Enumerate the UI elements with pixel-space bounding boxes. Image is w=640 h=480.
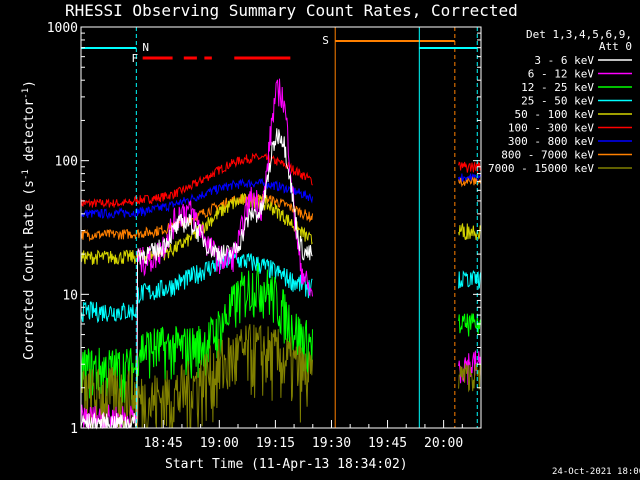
legend-header-line: Att 0 <box>599 40 632 53</box>
plot-frame <box>80 26 482 429</box>
n-flag-label: N <box>142 41 149 54</box>
legend-entry-label: 300 - 800 keV <box>508 135 594 148</box>
legend-entry-label: 12 - 25 keV <box>521 81 594 94</box>
y-tick-label: 1000 <box>47 21 78 36</box>
trace-25-50-kev <box>80 252 313 324</box>
x-tick-label: 19:15 <box>256 436 295 451</box>
trace-300-800-kev <box>80 177 313 220</box>
trace-3-6-kev <box>80 128 313 430</box>
x-tick-label: 19:00 <box>200 436 239 451</box>
trace-7000-15000-kev <box>80 323 313 429</box>
y-tick-label: 10 <box>62 288 78 303</box>
flag-markers: NF S <box>81 27 478 428</box>
x-tick-label: 19:45 <box>368 436 407 451</box>
legend-entry-label: 100 - 300 keV <box>508 122 594 135</box>
y-axis-label: Corrected Count Rate (s-1 detector-1) <box>21 80 37 360</box>
legend-entry-label: 6 - 12 keV <box>528 68 595 81</box>
trace-7000-15000-kev-late <box>458 362 482 393</box>
y-tick-label: 100 <box>55 155 78 170</box>
legend-header-line: Det 1,3,4,5,6,9, <box>526 28 632 41</box>
x-axis-label: Start Time (11-Apr-13 18:34:02) <box>165 457 408 472</box>
trace-12-25-kev <box>80 263 313 403</box>
legend-entry-label: 3 - 6 keV <box>534 54 594 67</box>
legend-entry-label: 25 - 50 keV <box>521 95 594 108</box>
x-tick-label: 19:30 <box>312 436 351 451</box>
legend-entry-label: 50 - 100 keV <box>515 108 595 121</box>
data-traces <box>80 78 482 430</box>
s-flag-label: S <box>322 34 329 47</box>
trace-100-300-kev <box>80 152 313 209</box>
x-tick-label: 18:45 <box>144 436 183 451</box>
legend-entry-label: 7000 - 15000 keV <box>488 162 594 175</box>
footer-date: 24-Oct-2021 18:00 <box>552 467 640 477</box>
f-flag-label: F <box>131 52 138 65</box>
y-tick-label: 1 <box>70 422 78 437</box>
chart-title: RHESSI Observing Summary Count Rates, Co… <box>65 1 518 20</box>
x-tick-label: 20:00 <box>424 436 463 451</box>
legend-entry-label: 800 - 7000 keV <box>501 149 594 162</box>
axis-ticks: 18:45 19:00 19:15 19:30 19:45 20:00 1 10 100 1000 <box>47 21 482 451</box>
